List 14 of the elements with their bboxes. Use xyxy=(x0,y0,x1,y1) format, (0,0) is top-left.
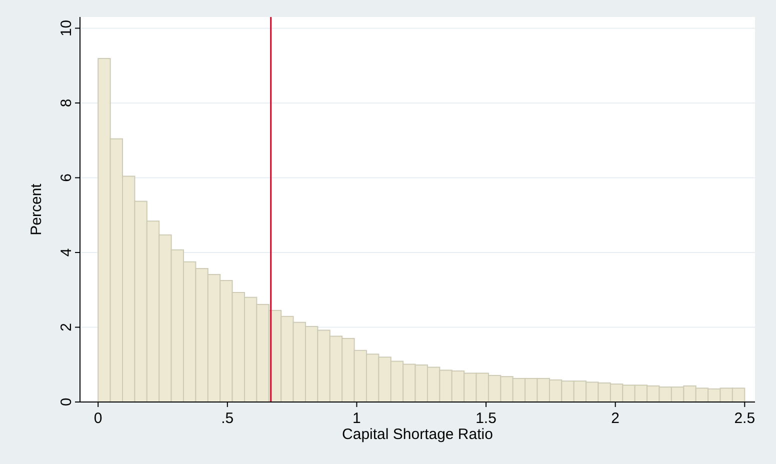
x-tick-label: 1.5 xyxy=(476,410,496,427)
y-tick-label: 0 xyxy=(58,398,75,406)
y-tick-label: 8 xyxy=(58,98,75,108)
y-tick-label: 4 xyxy=(58,248,75,257)
x-tick-label: 1 xyxy=(352,410,361,427)
x-tick-label: 0 xyxy=(94,410,102,427)
x-tick-label: 2.5 xyxy=(734,410,756,427)
x-tick-label: .5 xyxy=(221,410,234,427)
y-axis-title: Percent xyxy=(28,182,45,236)
x-axis-title: Capital Shortage Ratio xyxy=(342,426,493,443)
y-tick-label: 10 xyxy=(58,20,75,37)
x-tick-label: 2 xyxy=(611,410,620,427)
y-tick-label: 6 xyxy=(58,174,75,182)
y-tick-label: 2 xyxy=(58,323,75,332)
